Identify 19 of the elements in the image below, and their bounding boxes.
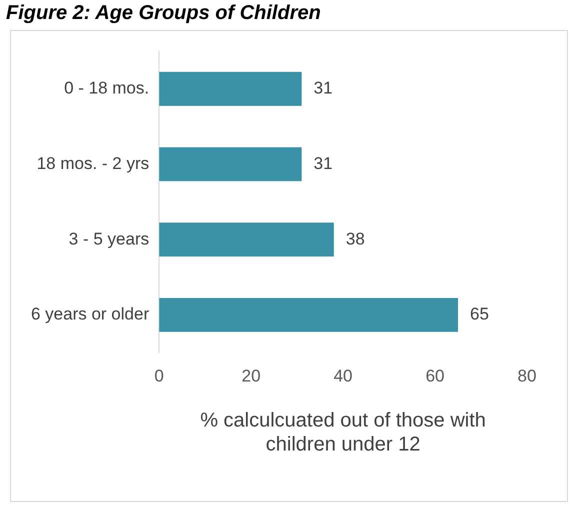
x-tick-label: 0 xyxy=(154,366,164,386)
x-tick-label: 60 xyxy=(426,366,444,386)
chart-title: Figure 2: Age Groups of Children xyxy=(5,1,322,26)
bar xyxy=(159,222,334,257)
data-label: 31 xyxy=(314,154,333,173)
x-axis-title: % calculcuated out of those with children under 12 xyxy=(200,410,486,456)
data-label: 38 xyxy=(346,229,365,248)
bar xyxy=(159,147,302,182)
y-tick-label: 3 - 5 years xyxy=(68,229,150,248)
x-tick-label: 40 xyxy=(334,366,353,386)
y-tick-label: 6 years or older xyxy=(30,304,150,324)
y-tick-label: 0 - 18 mos. xyxy=(64,78,150,98)
y-tick-label: 18 mos. - 2 yrs xyxy=(36,154,150,173)
bar xyxy=(159,298,458,332)
x-tick-label: 80 xyxy=(518,366,536,386)
x-tick-label: 20 xyxy=(242,366,261,386)
bar xyxy=(159,72,302,106)
data-label: 65 xyxy=(470,304,489,324)
data-label: 31 xyxy=(314,78,333,98)
